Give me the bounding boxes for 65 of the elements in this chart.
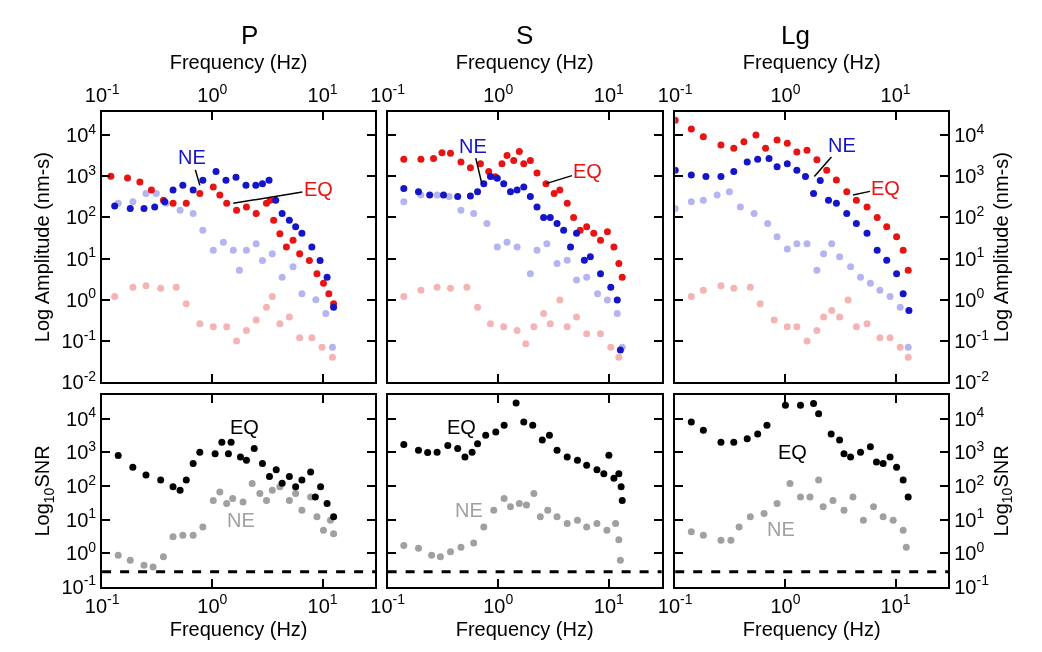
y-tick-label: 10$^{2}$	[954, 202, 985, 229]
y-tick-label: 10$^{1}$	[954, 244, 985, 270]
annotation: NE	[828, 134, 856, 156]
y-tick-label: 10$^{3}$	[954, 437, 985, 464]
y-tick-label: 10$^{1}$	[66, 244, 97, 270]
y-tick-label: 10$^{1}$	[954, 505, 985, 531]
x-axis-title: Frequency (Hz)	[742, 617, 881, 640]
y-tick-label: 10$^{1}$	[66, 505, 97, 531]
x-tick-label: 10$^{0}$	[770, 591, 801, 617]
y-axis-title: Log Amplitude (nm-s)	[990, 152, 1013, 343]
y-tick-label: 10$^{3}$	[66, 161, 97, 188]
x-axis-title: Frequency (Hz)	[169, 617, 308, 640]
x-axis-title: Frequency (Hz)	[169, 50, 308, 73]
x-tick-label: 10$^{-1}$	[370, 80, 406, 107]
y-tick-label: 10$^{4}$	[66, 120, 97, 147]
annotation: EQ	[230, 416, 259, 438]
y-tick-label: 10$^{-2}$	[61, 367, 97, 394]
y-tick-label: 10$^{0}$	[66, 538, 97, 565]
y-tick-label: 10$^{2}$	[954, 471, 985, 497]
y-tick-label: 10$^{3}$	[954, 161, 985, 188]
annotation: NE	[767, 518, 795, 540]
y-tick-label: 10$^{4}$	[66, 404, 97, 430]
y-tick-label: 10$^{2}$	[66, 202, 97, 229]
chart-title: P	[241, 20, 259, 50]
x-tick-label: 10$^{1}$	[880, 591, 911, 617]
chart-title: S	[516, 20, 534, 50]
y-tick-label: 10$^{0}$	[954, 285, 985, 311]
x-tick-label: 10$^{1}$	[593, 591, 625, 617]
chart-title: Lg	[781, 20, 810, 50]
x-tick-label: 10$^{1}$	[307, 80, 338, 107]
y-tick-label: 10$^{-1}$	[954, 326, 990, 352]
y-tick-label: 10$^{3}$	[66, 437, 97, 464]
x-axis-title: Frequency (Hz)	[742, 50, 881, 73]
x-tick-label: 10$^{-1}$	[370, 591, 406, 617]
annotation: NE	[459, 135, 487, 157]
y-tick-label: 10$^{0}$	[954, 538, 985, 565]
y-tick-label: 10$^{4}$	[954, 404, 985, 430]
x-tick-label: 10$^{1}$	[593, 80, 625, 107]
annotation: EQ	[447, 416, 476, 438]
annotation: EQ	[573, 160, 602, 182]
x-tick-label: 10$^{0}$	[770, 80, 801, 107]
x-tick-label: 10$^{-1}$	[84, 80, 120, 107]
y-tick-label: 10$^{-1}$	[61, 326, 97, 352]
x-tick-label: 10$^{0}$	[483, 591, 514, 617]
y-axis-title: Log Amplitude (nm-s)	[31, 152, 54, 343]
x-tick-label: 10$^{-1}$	[657, 80, 693, 107]
y-tick-label: 10$^{4}$	[954, 120, 985, 147]
annotation: EQ	[778, 441, 807, 463]
y-tick-label: 10$^{-1}$	[954, 572, 990, 598]
y-tick-label: 10$^{0}$	[66, 285, 97, 311]
annotation: EQ	[304, 178, 333, 200]
x-tick-label: 10$^{0}$	[483, 80, 514, 107]
x-tick-label: 10$^{-1}$	[657, 591, 693, 617]
x-tick-label: 10$^{0}$	[197, 591, 228, 617]
annotation: EQ	[871, 177, 900, 199]
x-tick-label: 10$^{0}$	[197, 80, 228, 107]
annotation: NE	[227, 509, 255, 531]
x-tick-label: 10$^{1}$	[307, 591, 338, 617]
annotation: NE	[455, 499, 483, 521]
y-tick-label: 10$^{-2}$	[954, 367, 990, 394]
x-tick-label: 10$^{1}$	[880, 80, 911, 107]
x-axis-title: Frequency (Hz)	[455, 617, 594, 640]
x-axis-title: Frequency (Hz)	[455, 50, 594, 73]
y-tick-label: 10$^{2}$	[66, 471, 97, 497]
annotation: NE	[178, 146, 206, 168]
